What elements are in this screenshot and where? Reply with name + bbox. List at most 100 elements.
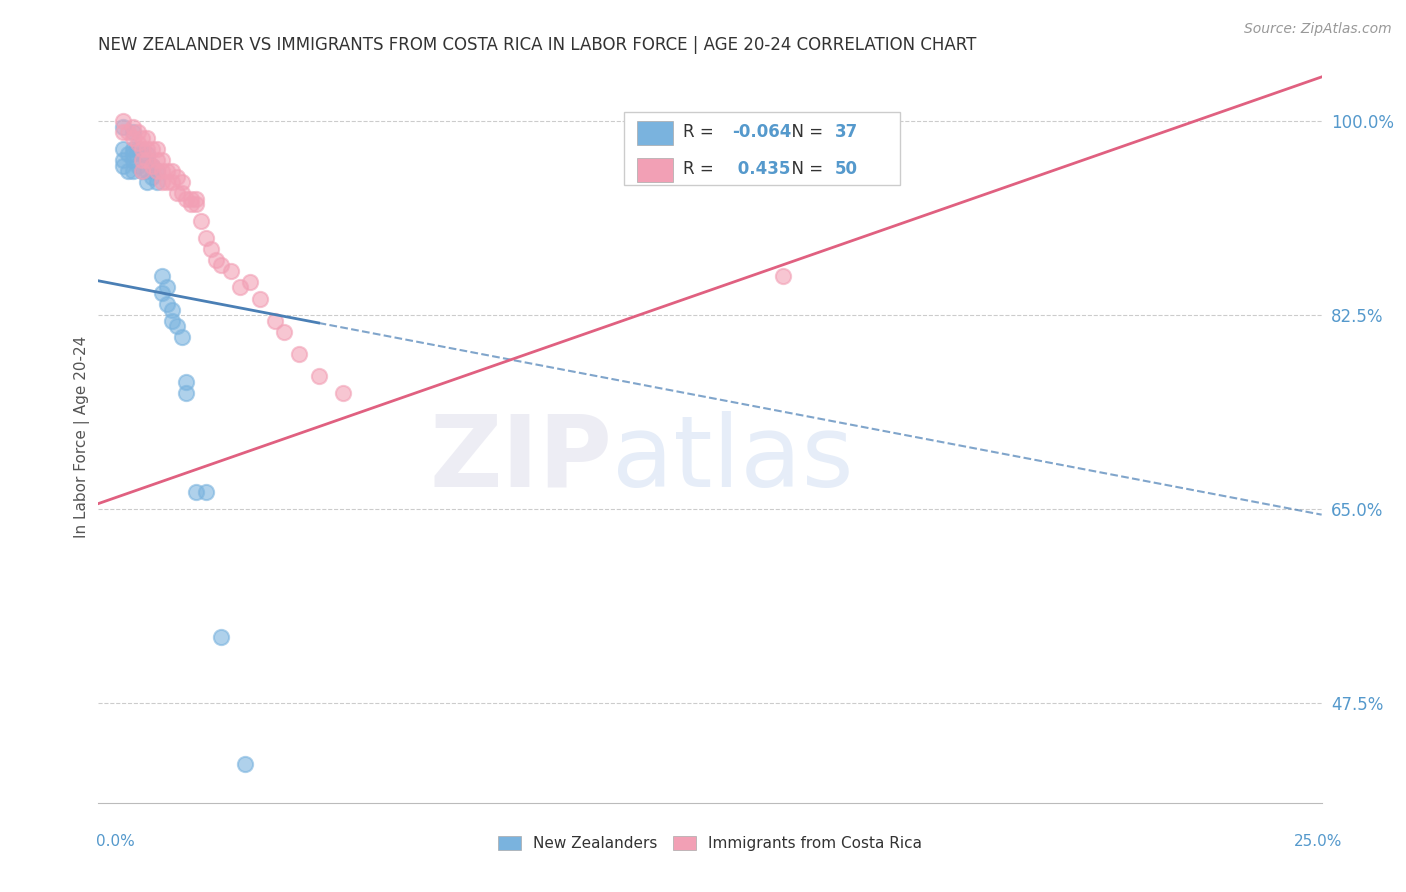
Point bbox=[176, 192, 198, 206]
Point bbox=[170, 330, 193, 344]
Text: 0.0%: 0.0% bbox=[96, 834, 135, 849]
Point bbox=[156, 164, 179, 178]
Point bbox=[136, 153, 159, 167]
Point bbox=[160, 175, 183, 189]
Point bbox=[288, 347, 311, 361]
Point bbox=[150, 164, 173, 178]
Point bbox=[332, 385, 354, 400]
Point bbox=[160, 164, 183, 178]
Point bbox=[136, 147, 159, 161]
Point bbox=[219, 264, 242, 278]
Point bbox=[121, 147, 143, 161]
Point bbox=[249, 292, 271, 306]
Point bbox=[156, 280, 179, 294]
Point bbox=[205, 252, 228, 267]
FancyBboxPatch shape bbox=[637, 121, 673, 145]
Point bbox=[111, 159, 134, 173]
Y-axis label: In Labor Force | Age 20-24: In Labor Force | Age 20-24 bbox=[75, 336, 90, 538]
Point bbox=[117, 164, 139, 178]
Point bbox=[166, 319, 188, 334]
Point bbox=[121, 164, 143, 178]
FancyBboxPatch shape bbox=[624, 112, 900, 185]
Point bbox=[150, 175, 173, 189]
Legend: New Zealanders, Immigrants from Costa Rica: New Zealanders, Immigrants from Costa Ri… bbox=[492, 830, 928, 857]
Point bbox=[127, 136, 149, 151]
Point bbox=[121, 131, 143, 145]
Point bbox=[136, 175, 159, 189]
Text: R =: R = bbox=[683, 160, 724, 178]
Point bbox=[176, 385, 198, 400]
Point bbox=[127, 159, 149, 173]
Point bbox=[239, 275, 262, 289]
Text: -0.064: -0.064 bbox=[733, 123, 792, 141]
Point bbox=[136, 164, 159, 178]
Point bbox=[146, 175, 169, 189]
Point bbox=[160, 314, 183, 328]
Point bbox=[131, 164, 153, 178]
Point bbox=[111, 142, 134, 156]
Point bbox=[136, 142, 159, 156]
Point bbox=[273, 325, 295, 339]
Point bbox=[195, 230, 218, 244]
Point bbox=[141, 142, 163, 156]
Point bbox=[111, 153, 134, 167]
Point bbox=[200, 242, 222, 256]
Point bbox=[136, 131, 159, 145]
Point bbox=[131, 142, 153, 156]
Text: N =: N = bbox=[780, 160, 828, 178]
Point bbox=[263, 314, 285, 328]
Point bbox=[111, 125, 134, 139]
Point bbox=[176, 375, 198, 389]
Point bbox=[233, 757, 256, 772]
Text: atlas: atlas bbox=[612, 410, 853, 508]
Point bbox=[170, 175, 193, 189]
Text: 37: 37 bbox=[835, 123, 858, 141]
Point bbox=[131, 153, 153, 167]
Point bbox=[121, 125, 143, 139]
Point bbox=[156, 297, 179, 311]
Point bbox=[121, 120, 143, 134]
Point bbox=[146, 153, 169, 167]
Point bbox=[229, 280, 252, 294]
Point bbox=[141, 159, 163, 173]
Text: 25.0%: 25.0% bbox=[1295, 834, 1343, 849]
Point bbox=[117, 147, 139, 161]
Point bbox=[150, 269, 173, 284]
Point bbox=[136, 153, 159, 167]
Point bbox=[170, 186, 193, 201]
Point bbox=[146, 142, 169, 156]
Point bbox=[131, 164, 153, 178]
Point bbox=[209, 630, 232, 644]
Text: N =: N = bbox=[780, 123, 828, 141]
Point bbox=[111, 114, 134, 128]
Point bbox=[127, 125, 149, 139]
Point bbox=[166, 169, 188, 184]
Point bbox=[166, 186, 188, 201]
Point bbox=[131, 147, 153, 161]
FancyBboxPatch shape bbox=[637, 158, 673, 182]
Point bbox=[150, 153, 173, 167]
Point bbox=[209, 258, 232, 272]
Point bbox=[141, 169, 163, 184]
Point bbox=[150, 285, 173, 300]
Point bbox=[772, 269, 794, 284]
Point bbox=[141, 159, 163, 173]
Point bbox=[146, 164, 169, 178]
Point bbox=[195, 485, 218, 500]
Text: NEW ZEALANDER VS IMMIGRANTS FROM COSTA RICA IN LABOR FORCE | AGE 20-24 CORRELATI: NEW ZEALANDER VS IMMIGRANTS FROM COSTA R… bbox=[98, 36, 977, 54]
Point bbox=[160, 302, 183, 317]
Point bbox=[156, 175, 179, 189]
Point bbox=[111, 120, 134, 134]
Point bbox=[190, 214, 212, 228]
Text: ZIP: ZIP bbox=[429, 410, 612, 508]
Text: 0.435: 0.435 bbox=[733, 160, 790, 178]
Point bbox=[121, 153, 143, 167]
Text: 50: 50 bbox=[835, 160, 858, 178]
Point bbox=[186, 485, 208, 500]
Point bbox=[186, 192, 208, 206]
Point bbox=[121, 142, 143, 156]
Point bbox=[127, 142, 149, 156]
Point bbox=[117, 125, 139, 139]
Point bbox=[186, 197, 208, 211]
Text: Source: ZipAtlas.com: Source: ZipAtlas.com bbox=[1244, 22, 1392, 37]
